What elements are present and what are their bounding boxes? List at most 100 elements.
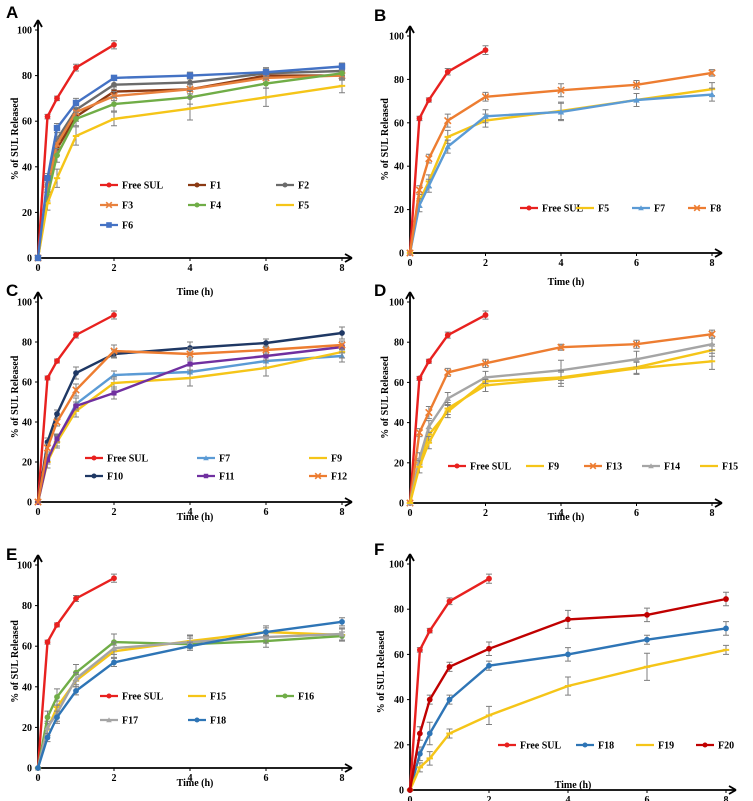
y-axis-title: % of SUL Released [380, 98, 391, 181]
data-point [187, 79, 193, 86]
data-point [589, 462, 597, 470]
data-point [262, 633, 270, 640]
data-point [481, 359, 490, 368]
legend-item: F8 [688, 204, 721, 215]
x-tick-label: 2 [112, 507, 117, 518]
x-axis-arrow [714, 248, 723, 258]
legend-label: F10 [107, 472, 123, 483]
series-line [408, 93, 713, 254]
data-point [53, 124, 61, 132]
data-point [73, 595, 79, 602]
y-tick-label: 60 [22, 642, 32, 653]
data-point [443, 116, 452, 125]
y-tick-label: 0 [27, 498, 32, 509]
data-point [111, 390, 117, 396]
x-tick-label: 8 [710, 508, 715, 519]
data-point [186, 350, 194, 358]
data-point [110, 371, 118, 378]
data-point [557, 343, 565, 351]
x-tick-label: 4 [559, 258, 564, 269]
x-tick-label: 6 [634, 258, 639, 269]
data-point [73, 64, 79, 71]
x-axis-arrow [728, 785, 737, 795]
data-point [632, 81, 641, 89]
series-line [36, 632, 343, 769]
x-tick-label: 2 [112, 263, 117, 274]
y-tick-label: 20 [22, 458, 32, 469]
data-point [54, 152, 60, 159]
panel-letter: F [374, 540, 384, 559]
data-point [482, 113, 489, 119]
panel-letter: D [374, 281, 386, 300]
y-tick-label: 100 [17, 298, 32, 309]
data-point [44, 375, 51, 381]
data-point [73, 332, 79, 338]
data-point [262, 346, 270, 354]
legend-item: F7 [197, 454, 230, 465]
data-point [723, 625, 729, 632]
data-point [708, 91, 716, 98]
x-tick-label: 8 [724, 795, 729, 801]
data-point [416, 375, 423, 382]
legend-label: F14 [664, 462, 680, 473]
y-tick-label: 40 [22, 162, 32, 173]
data-point [263, 340, 269, 346]
legend-item: Free SUL [520, 204, 584, 215]
x-tick-label: 0 [36, 263, 41, 274]
data-point [34, 254, 42, 262]
x-tick-label: 0 [408, 508, 413, 519]
legend-label: F18 [210, 716, 226, 727]
series-line [408, 627, 727, 791]
series-line [36, 345, 343, 503]
y-tick-label: 40 [394, 695, 404, 706]
data-point [557, 86, 565, 95]
y-tick-label: 60 [22, 117, 32, 128]
data-point [263, 353, 269, 359]
data-point [111, 81, 117, 88]
data-point [111, 659, 117, 666]
data-point [416, 115, 423, 122]
data-point [565, 616, 571, 623]
data-point [425, 97, 432, 103]
legend-label: F1 [210, 181, 221, 192]
series-f19 [406, 644, 730, 791]
data-point [482, 312, 489, 318]
data-point [43, 444, 52, 452]
legend-label: F4 [210, 201, 221, 212]
series-f18 [35, 617, 345, 771]
y-tick-label: 60 [22, 378, 32, 389]
data-point [415, 428, 424, 437]
y-tick-label: 40 [22, 418, 32, 429]
data-point [203, 455, 209, 461]
x-axis-title: Time (h) [177, 512, 214, 523]
x-tick-label: 8 [340, 263, 345, 274]
data-point [282, 182, 288, 188]
y-tick-label: 40 [394, 418, 404, 429]
y-tick-label: 60 [394, 650, 404, 661]
legend-item: Free SUL [448, 462, 512, 473]
y-axis-title: % of SUL Released [10, 355, 21, 438]
series-f17 [34, 627, 346, 771]
x-tick-label: 6 [264, 263, 269, 274]
x-tick-label: 2 [112, 773, 117, 784]
data-point [446, 598, 453, 605]
legend-item: F18 [188, 716, 226, 727]
data-point [263, 80, 269, 87]
data-point [73, 687, 79, 694]
data-point [54, 411, 60, 417]
data-point [633, 356, 640, 362]
x-tick-label: 0 [408, 795, 413, 801]
data-point [111, 312, 117, 318]
x-tick-label: 2 [483, 258, 488, 269]
legend-item: F9 [309, 454, 342, 465]
legend-label: F15 [210, 692, 226, 703]
series-line [36, 634, 343, 769]
data-point [443, 368, 452, 377]
y-axis-arrow [405, 291, 415, 300]
y-tick-label: 100 [389, 560, 404, 571]
series-line [36, 74, 343, 259]
data-point [53, 418, 61, 426]
data-point [708, 341, 716, 347]
legend-label: F15 [722, 462, 738, 473]
